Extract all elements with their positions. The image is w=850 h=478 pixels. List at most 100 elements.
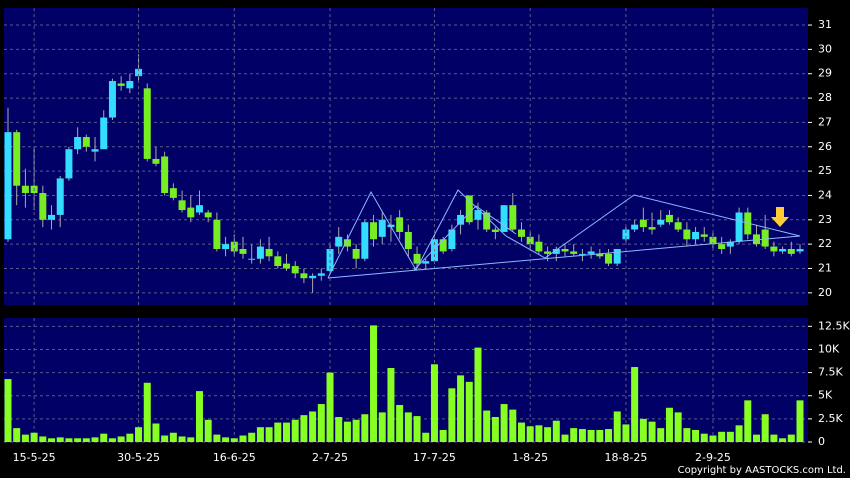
candle-body xyxy=(213,219,221,250)
candle-body xyxy=(787,249,795,254)
candle-body xyxy=(256,246,264,259)
candle-body xyxy=(100,117,108,150)
candle-body xyxy=(343,239,351,247)
candle-body xyxy=(718,244,726,250)
candle-body xyxy=(404,231,412,250)
candle-body xyxy=(605,253,613,264)
volume-bar xyxy=(578,429,586,442)
candle-body xyxy=(143,88,151,159)
y-tick-label: 7.5K xyxy=(818,366,843,379)
volume-bar xyxy=(457,375,465,442)
volume-bar xyxy=(256,427,264,442)
volume-bar xyxy=(126,433,134,442)
volume-bar xyxy=(161,435,169,442)
price-panel xyxy=(4,8,808,305)
volume-bar xyxy=(474,347,482,442)
candle-body xyxy=(517,229,525,237)
candle-body xyxy=(48,214,56,220)
candle-body xyxy=(248,258,256,260)
candle-body xyxy=(300,273,308,279)
volume-bar xyxy=(230,438,238,442)
candle-body xyxy=(726,241,734,247)
candle-body xyxy=(195,205,203,213)
volume-bar xyxy=(770,434,778,442)
volume-bar xyxy=(187,437,195,442)
volume-bar xyxy=(665,407,673,442)
candle-body xyxy=(108,81,116,118)
volume-bar xyxy=(74,438,82,442)
candle-body xyxy=(204,212,212,218)
y-tick-label: 20 xyxy=(818,286,832,299)
y-tick-label: 22 xyxy=(818,237,832,250)
candle-body xyxy=(483,212,491,230)
volume-bar xyxy=(552,420,560,442)
volume-bar xyxy=(152,423,160,442)
volume-bar xyxy=(283,422,291,442)
y-tick-label: 21 xyxy=(818,261,832,274)
candle-body xyxy=(21,185,29,194)
volume-bar xyxy=(135,427,143,442)
candle-body xyxy=(422,261,430,264)
volume-bar xyxy=(195,391,203,442)
volume-bar xyxy=(378,412,386,442)
y-tick-label: 27 xyxy=(818,115,832,128)
candle-body xyxy=(631,224,639,230)
volume-bar xyxy=(387,367,395,442)
candle-body xyxy=(396,217,404,232)
volume-bar xyxy=(317,404,325,442)
volume-bar xyxy=(265,427,273,442)
y-tick-label: 12.5K xyxy=(818,319,850,332)
volume-bar xyxy=(735,425,743,442)
x-tick-label: 16-6-25 xyxy=(213,451,256,464)
volume-bar xyxy=(517,422,525,442)
candle-body xyxy=(222,244,230,250)
volume-bar xyxy=(483,410,491,442)
volume-bar xyxy=(117,436,125,442)
candle-body xyxy=(4,132,12,240)
candle-body xyxy=(239,249,247,254)
candle-body xyxy=(135,68,143,77)
candle-body xyxy=(117,83,125,86)
y-tick-label: 23 xyxy=(818,213,832,226)
candle-body xyxy=(326,249,334,271)
volume-bar xyxy=(82,438,90,442)
volume-bar xyxy=(692,429,700,442)
volume-bar xyxy=(439,429,447,442)
volume-bar xyxy=(222,437,230,442)
candle-body xyxy=(683,229,691,240)
candle-body xyxy=(639,219,647,228)
pattern-lines xyxy=(327,189,801,279)
candle-body xyxy=(761,229,769,247)
candle-body xyxy=(709,236,717,245)
candle-body xyxy=(265,249,273,257)
volume-bar xyxy=(779,438,787,442)
candle-body xyxy=(413,253,421,264)
candle-body xyxy=(309,275,317,279)
candle-body xyxy=(674,222,682,230)
volume-bar xyxy=(48,438,56,442)
volume-bar xyxy=(361,414,369,442)
candle-body xyxy=(779,249,787,252)
volume-bar xyxy=(108,438,116,442)
candle-body xyxy=(570,251,578,254)
candle-body xyxy=(448,229,456,250)
candle-body xyxy=(561,249,569,252)
volume-bar xyxy=(91,437,99,442)
y-tick-label: 25 xyxy=(818,164,832,177)
volume-bar xyxy=(596,429,604,442)
candle-body xyxy=(648,227,656,230)
candle-body xyxy=(82,137,90,147)
volume-bar xyxy=(605,429,613,442)
volume-bar xyxy=(744,400,752,442)
volume-bar xyxy=(587,429,595,442)
candle-body xyxy=(735,212,743,242)
volume-bar xyxy=(674,412,682,442)
x-tick-label: 1-8-25 xyxy=(512,451,548,464)
volume-bar xyxy=(335,417,343,442)
volume-bar xyxy=(613,411,621,442)
volume-bar xyxy=(639,418,647,442)
volume-bar xyxy=(787,434,795,442)
candle-body xyxy=(526,236,534,245)
candle-body xyxy=(535,241,543,252)
